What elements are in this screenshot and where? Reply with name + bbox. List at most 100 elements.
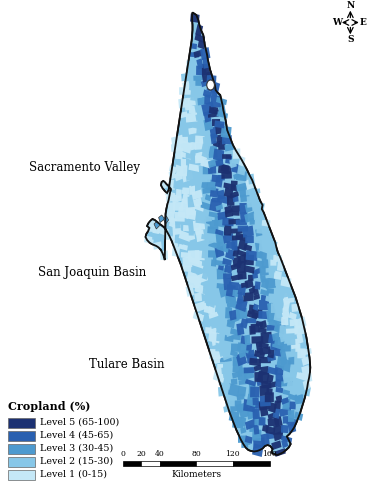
Polygon shape [243, 399, 256, 412]
Polygon shape [194, 104, 203, 113]
Polygon shape [203, 118, 213, 131]
Polygon shape [224, 143, 234, 152]
Polygon shape [282, 292, 289, 306]
Polygon shape [283, 300, 290, 312]
Polygon shape [217, 283, 225, 289]
Polygon shape [225, 292, 235, 304]
Polygon shape [222, 258, 232, 266]
Polygon shape [252, 270, 258, 279]
FancyBboxPatch shape [8, 430, 35, 440]
Polygon shape [260, 406, 268, 416]
Polygon shape [301, 348, 312, 356]
Polygon shape [274, 416, 283, 428]
Polygon shape [208, 331, 220, 344]
Polygon shape [190, 179, 199, 186]
Polygon shape [276, 395, 283, 404]
Polygon shape [259, 357, 271, 363]
FancyBboxPatch shape [233, 460, 270, 466]
Polygon shape [280, 357, 287, 366]
Polygon shape [182, 193, 190, 204]
Polygon shape [260, 366, 269, 376]
Polygon shape [215, 297, 227, 306]
Polygon shape [261, 433, 270, 446]
Polygon shape [248, 174, 254, 184]
Polygon shape [286, 417, 297, 428]
Polygon shape [288, 394, 300, 402]
Polygon shape [195, 113, 204, 121]
Polygon shape [166, 212, 175, 223]
Polygon shape [189, 224, 194, 235]
Polygon shape [265, 277, 276, 289]
Polygon shape [174, 158, 183, 166]
Polygon shape [274, 270, 282, 280]
Polygon shape [207, 180, 216, 190]
Polygon shape [244, 334, 251, 345]
Polygon shape [220, 356, 232, 362]
Polygon shape [204, 216, 212, 225]
Polygon shape [253, 294, 260, 300]
Polygon shape [193, 75, 204, 81]
Polygon shape [194, 34, 205, 43]
Polygon shape [254, 220, 264, 227]
Polygon shape [301, 365, 310, 376]
Polygon shape [185, 104, 191, 110]
Polygon shape [210, 188, 219, 198]
Polygon shape [227, 316, 239, 324]
Polygon shape [201, 212, 212, 222]
Polygon shape [216, 134, 224, 143]
Polygon shape [193, 312, 204, 322]
Polygon shape [236, 394, 244, 400]
Polygon shape [222, 154, 231, 159]
Polygon shape [295, 378, 305, 392]
Polygon shape [198, 40, 206, 50]
Polygon shape [185, 168, 195, 181]
Polygon shape [239, 367, 249, 374]
Polygon shape [295, 394, 304, 404]
Polygon shape [209, 212, 218, 218]
Polygon shape [230, 400, 242, 411]
Polygon shape [208, 274, 219, 282]
Polygon shape [240, 427, 246, 434]
Polygon shape [182, 171, 193, 182]
Polygon shape [254, 364, 261, 372]
Polygon shape [231, 262, 241, 270]
Polygon shape [230, 350, 238, 357]
Polygon shape [259, 320, 267, 330]
Polygon shape [182, 256, 192, 268]
Polygon shape [147, 225, 156, 232]
Polygon shape [252, 188, 260, 194]
Polygon shape [262, 219, 270, 227]
Polygon shape [254, 213, 262, 220]
Polygon shape [254, 281, 261, 289]
Polygon shape [267, 324, 279, 331]
Text: N: N [346, 2, 355, 11]
Polygon shape [188, 126, 200, 134]
Polygon shape [244, 265, 255, 274]
Polygon shape [238, 271, 247, 280]
Polygon shape [219, 347, 228, 357]
Polygon shape [191, 264, 198, 273]
Polygon shape [182, 266, 192, 272]
Polygon shape [174, 172, 183, 181]
Polygon shape [184, 124, 191, 136]
FancyBboxPatch shape [123, 460, 142, 466]
Polygon shape [203, 90, 212, 98]
Polygon shape [259, 214, 265, 220]
Polygon shape [251, 336, 263, 344]
Polygon shape [227, 196, 234, 206]
Polygon shape [208, 158, 220, 168]
Polygon shape [281, 425, 289, 433]
Polygon shape [153, 242, 162, 250]
Polygon shape [186, 204, 196, 216]
Polygon shape [230, 393, 239, 400]
Polygon shape [246, 318, 256, 323]
Polygon shape [204, 306, 213, 314]
Polygon shape [157, 226, 170, 236]
Polygon shape [260, 275, 266, 282]
Polygon shape [216, 204, 223, 211]
Polygon shape [265, 392, 274, 402]
Polygon shape [215, 318, 227, 330]
Polygon shape [276, 387, 283, 393]
Polygon shape [160, 250, 168, 260]
Polygon shape [189, 141, 196, 150]
